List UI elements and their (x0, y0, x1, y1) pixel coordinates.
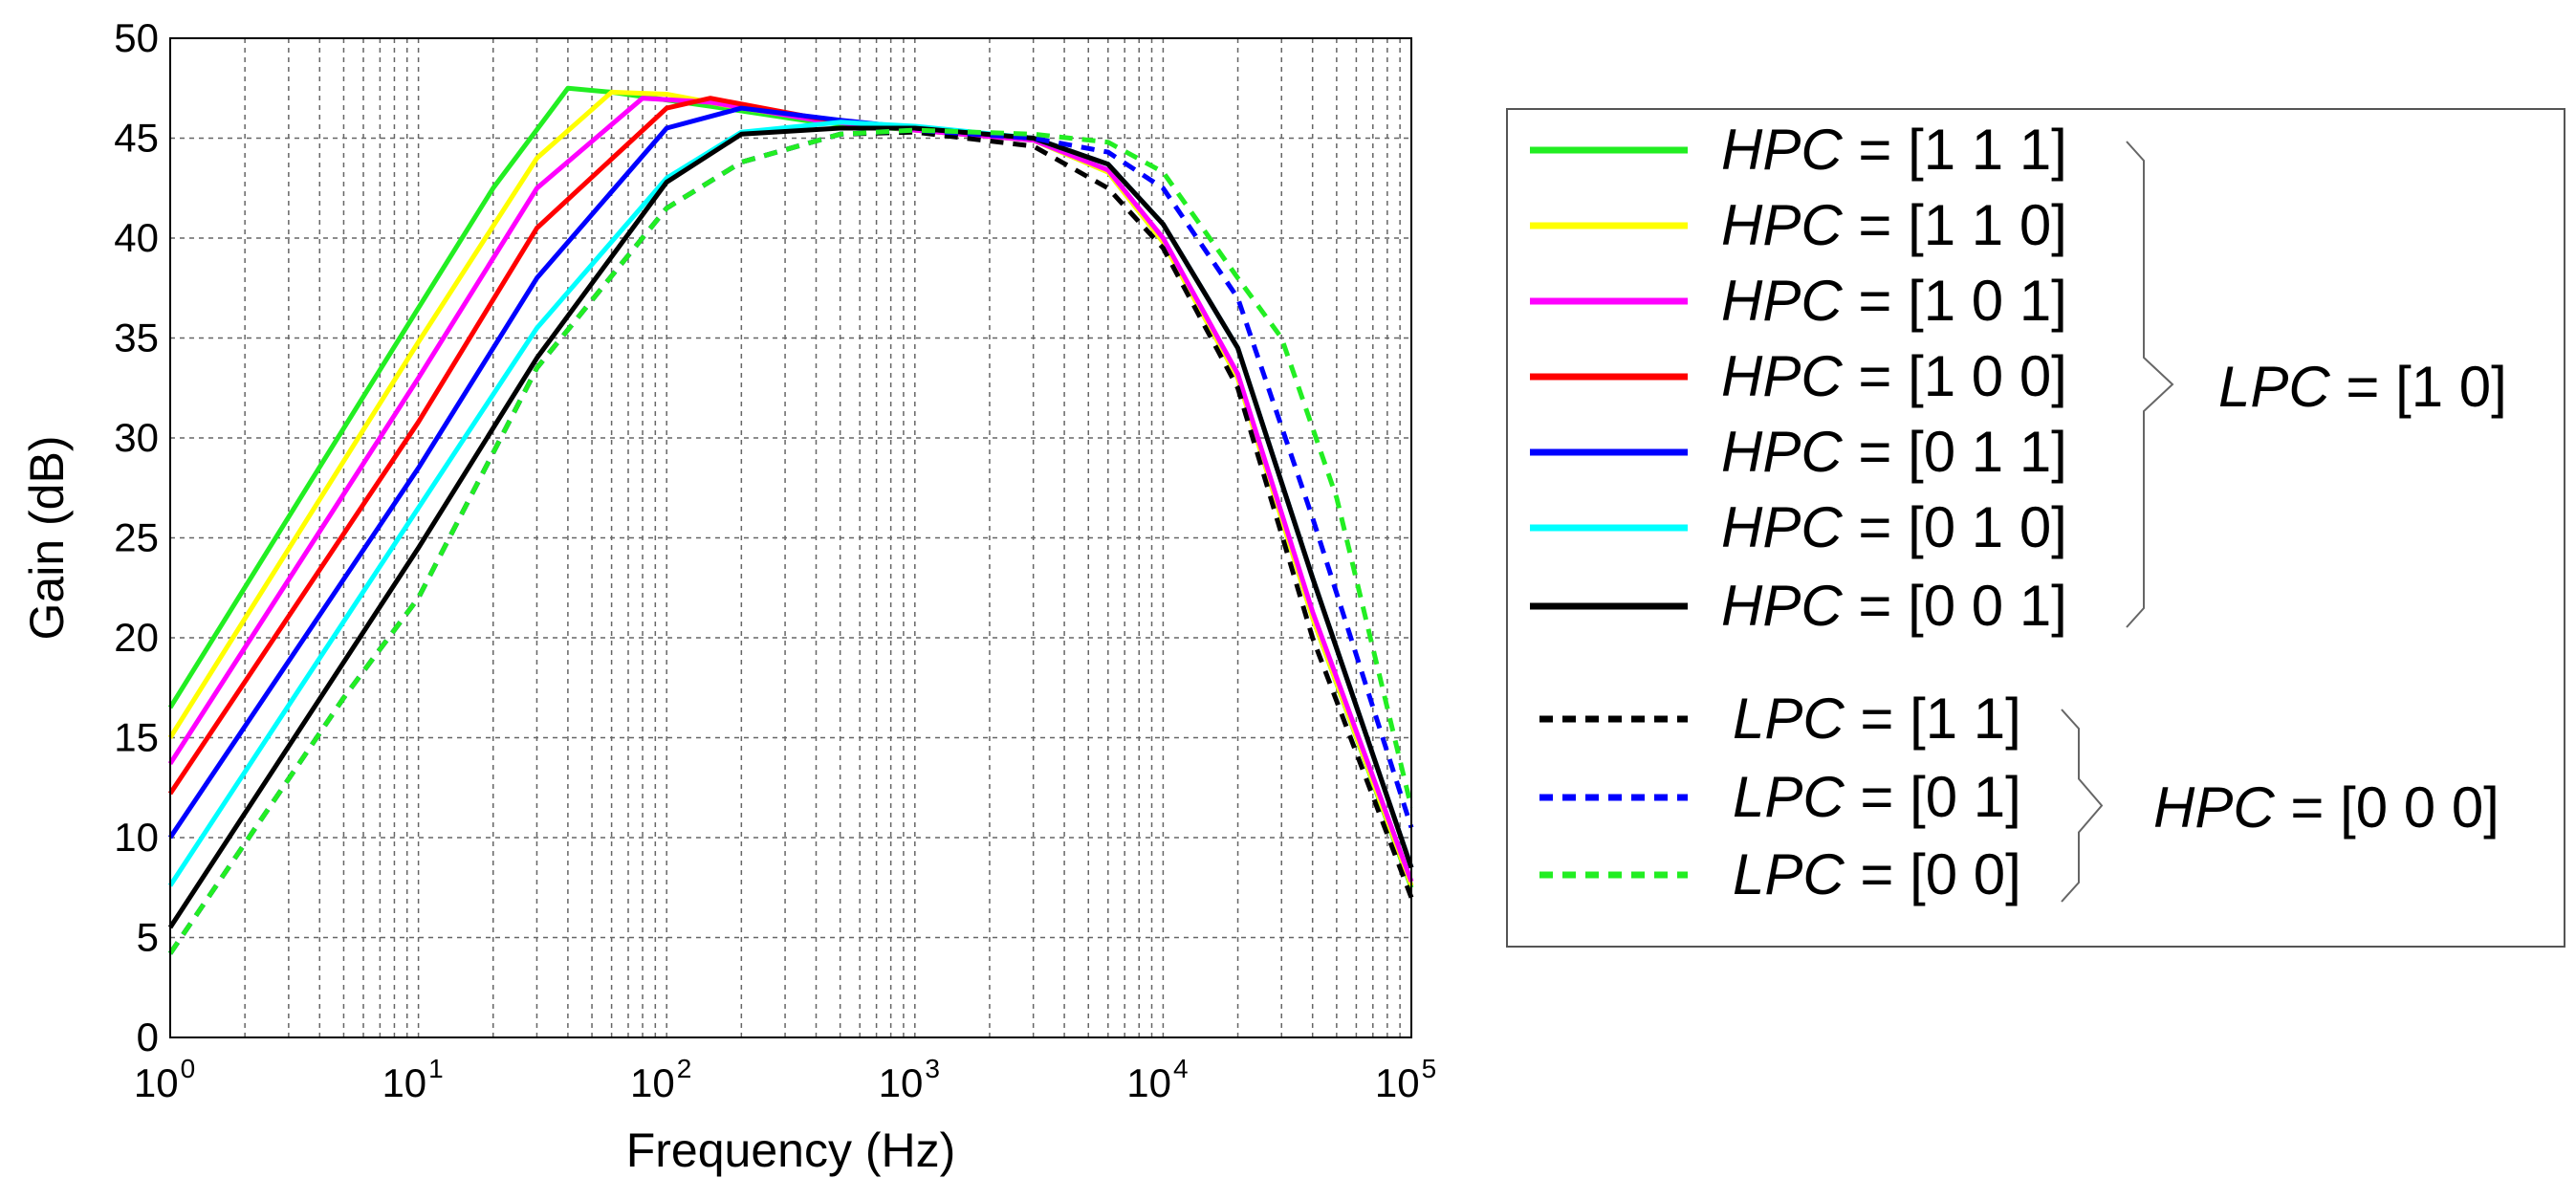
x-tick-labels: 100 101 102 103 104 105 (134, 1054, 1436, 1105)
y-tick-label: 35 (114, 316, 159, 360)
y-tick-label: 0 (137, 1015, 159, 1059)
x-tick-label: 100 (134, 1054, 195, 1105)
y-tick-label: 25 (114, 515, 159, 560)
legend-entry-10-label: LPC = [0 0] (1733, 842, 2021, 906)
legend-entry-5-label: HPC = [0 1 1] (1721, 420, 2067, 484)
legend-brace-1 (2126, 141, 2174, 628)
x-tick-label: 104 (1126, 1054, 1188, 1105)
x-tick-label: 101 (382, 1054, 443, 1105)
y-tick-label: 10 (114, 815, 159, 860)
y-tick-label: 15 (114, 715, 159, 760)
legend-entry-4-label: HPC = [1 0 0] (1721, 344, 2067, 408)
legend-entry-1-label: HPC = [1 1 1] (1721, 118, 2067, 182)
legend-entry-7-label: HPC = [0 0 1] (1721, 574, 2067, 638)
y-tick-label: 20 (114, 615, 159, 660)
y-tick-label: 40 (114, 215, 159, 260)
legend-group-label-1: LPC = [1 0] (2218, 355, 2507, 419)
y-axis-label: Gain (dB) (20, 436, 74, 641)
legend-group-label-2: HPC = [0 0 0] (2153, 775, 2500, 840)
y-tick-label: 50 (114, 15, 159, 60)
x-tick-label: 103 (879, 1054, 940, 1105)
y-tick-label: 30 (114, 415, 159, 460)
legend-entry-3-label: HPC = [1 0 1] (1721, 269, 2067, 333)
legend-entry-6-label: HPC = [0 1 0] (1721, 495, 2067, 559)
legend: HPC = [1 1 1] HPC = [1 1 0] HPC = [1 0 1] H… (1506, 108, 2565, 948)
y-tick-labels: 0 5 10 15 20 25 30 35 40 45 50 (114, 15, 159, 1059)
legend-items: HPC = [1 1 1] HPC = [1 1 0] HPC = [1 0 1] H… (1530, 118, 2507, 906)
series-line-7 (167, 125, 1414, 929)
y-tick-label: 5 (137, 915, 159, 960)
legend-entry-9-label: LPC = [0 1] (1733, 765, 2021, 829)
x-tick-label: 105 (1375, 1054, 1436, 1105)
x-tick-label: 102 (630, 1054, 691, 1105)
x-axis-label: Frequency (Hz) (626, 1124, 956, 1177)
plot-frame (169, 37, 1412, 1038)
data-series (167, 85, 1414, 955)
y-tick-label: 45 (114, 116, 159, 161)
legend-entry-2-label: HPC = [1 1 0] (1721, 193, 2067, 257)
legend-entry-8-label: LPC = [1 1] (1733, 687, 2021, 751)
legend-brace-2 (2061, 709, 2104, 903)
